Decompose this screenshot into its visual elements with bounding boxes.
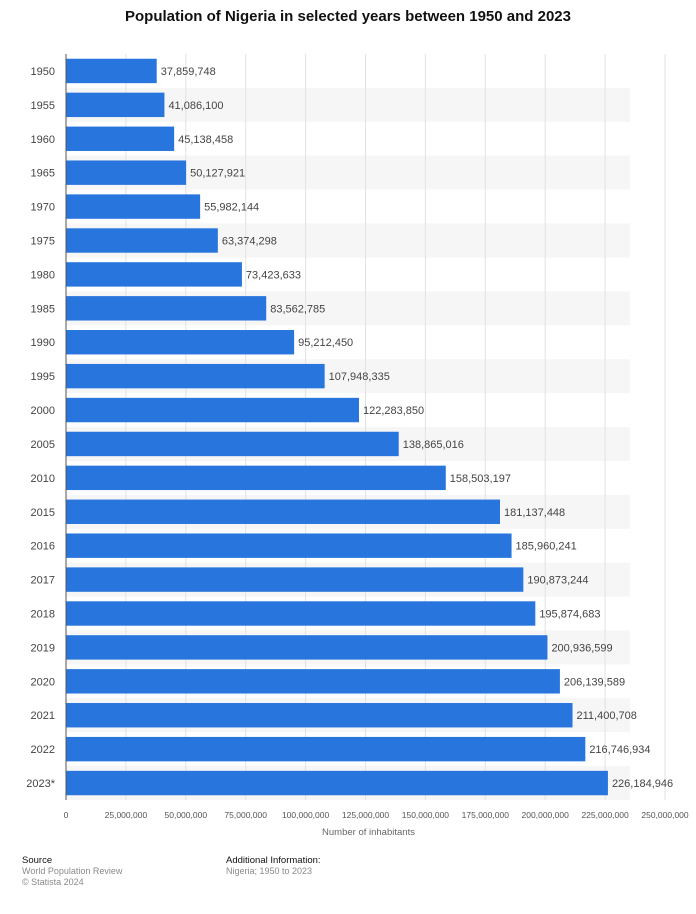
bar-chart: 1950 37,859,748 1955 41,086,100 1960 45,138,4… [26,54,689,838]
additional-info-block: Additional Information: Nigeria; 1950 to… [226,855,321,877]
value-label: 211,400,708 [577,710,637,722]
value-label: 37,859,748 [161,66,216,78]
bar [66,703,573,728]
value-label: 185,960,241 [516,541,577,553]
bar [66,669,560,694]
x-tick-label: 50,000,000 [165,810,208,820]
bar [66,567,524,592]
value-label: 138,865,016 [403,439,464,451]
value-label: 158,503,197 [450,473,511,485]
bar [66,194,201,219]
bar [66,296,267,321]
chart-title: Population of Nigeria in selected years … [124,8,571,25]
category-label: 2023* [26,778,55,790]
bar [66,330,295,355]
value-label: 55,982,144 [204,202,259,214]
x-tick-label: 225,000,000 [581,810,629,820]
category-label: 2019 [31,642,55,654]
category-label: 1975 [31,236,55,248]
value-label: 122,283,850 [363,405,424,417]
category-label: 1980 [31,269,55,281]
value-label: 200,936,599 [551,642,612,654]
category-label: 1955 [31,100,55,112]
category-label: 2020 [31,676,55,688]
bar [66,160,187,185]
bar [66,363,325,389]
additional-info-text: Nigeria; 1950 to 2023 [226,866,313,876]
value-label: 73,423,633 [246,269,301,281]
bar [66,58,157,84]
value-label: 63,374,298 [222,236,277,248]
bar [66,92,165,118]
bar [66,228,218,253]
value-label: 41,086,100 [168,100,223,112]
category-label: 1970 [31,202,55,214]
bar [66,499,501,524]
category-label: 2022 [31,744,55,756]
bar [66,601,536,626]
bar [66,736,586,762]
value-label: 95,212,450 [298,337,353,349]
x-tick-label: 200,000,000 [522,810,570,820]
category-label: 2016 [31,541,55,553]
value-label: 45,138,458 [178,134,233,146]
x-tick-label: 100,000,000 [282,810,330,820]
category-label: 1960 [31,134,55,146]
bar [66,770,608,796]
category-label: 2017 [31,575,55,587]
value-label: 206,139,589 [564,676,625,688]
category-label: 1950 [31,66,55,78]
x-axis-title: Number of inhabitants [322,827,415,838]
category-label: 1965 [31,168,55,180]
bar [66,465,446,491]
bar [66,431,399,457]
category-label: 2021 [31,710,55,722]
source-text: World Population Review [22,866,123,876]
x-tick-label: 250,000,000 [641,810,689,820]
category-label: 2000 [31,405,55,417]
bar [66,533,512,558]
x-tick-label: 0 [64,810,69,820]
source-block: Source World Population Review © Statist… [22,855,122,888]
category-label: 2015 [31,507,55,519]
bar [66,397,359,423]
value-label: 50,127,921 [190,168,245,180]
value-label: 190,873,244 [527,575,588,587]
category-label: 1990 [31,337,55,349]
bar [66,262,242,287]
copyright-text: © Statista 2024 [22,877,84,887]
additional-info-heading: Additional Information: [226,855,321,866]
category-label: 1985 [31,303,55,315]
value-label: 107,948,335 [329,371,390,383]
value-label: 181,137,448 [504,507,565,519]
bar [66,635,548,660]
x-tick-label: 175,000,000 [462,810,510,820]
x-tick-label: 150,000,000 [402,810,450,820]
value-label: 226,184,946 [612,778,673,790]
source-heading: Source [22,855,53,866]
category-label: 2010 [31,473,55,485]
x-tick-label: 25,000,000 [105,810,148,820]
category-label: 2018 [31,609,55,621]
value-label: 195,874,683 [539,609,600,621]
value-label: 83,562,785 [270,303,325,315]
bar [66,126,175,151]
category-label: 2005 [31,439,55,451]
x-tick-label: 75,000,000 [224,810,267,820]
x-tick-label: 125,000,000 [342,810,390,820]
category-label: 1995 [31,371,55,383]
value-label: 216,746,934 [589,744,650,756]
